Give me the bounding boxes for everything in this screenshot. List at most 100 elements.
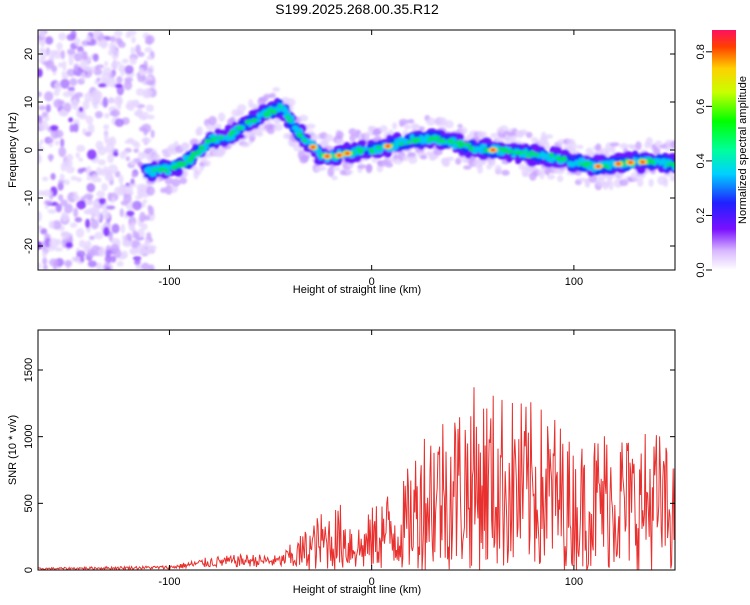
spectrogram-cell xyxy=(516,150,524,155)
spectrogram-cell xyxy=(118,174,124,184)
spectrogram-cell xyxy=(125,32,132,39)
spectrogram-cell xyxy=(117,104,122,110)
spectrogram-cell xyxy=(102,226,110,237)
spectrogram-cell xyxy=(64,203,74,214)
spectrogram-cell xyxy=(179,177,188,185)
spectrogram-cell xyxy=(587,161,592,166)
spectrogram-cell xyxy=(78,106,84,113)
spectrogram-peak xyxy=(640,160,645,164)
spectrogram-cell xyxy=(130,159,136,166)
spectrogram-cell xyxy=(67,86,76,91)
spectrogram-cell xyxy=(547,174,556,180)
spectrogram-cell xyxy=(296,133,304,138)
spectrogram-cell xyxy=(357,164,367,169)
spectrogram-cell xyxy=(100,72,111,84)
spectrogram-cell xyxy=(62,60,67,71)
spectrogram-cell xyxy=(563,157,568,162)
spectrogram-cell xyxy=(229,130,237,135)
spectrogram-cell xyxy=(134,232,140,240)
spectrogram-cell xyxy=(435,135,441,139)
spectrogram-cell xyxy=(54,81,62,93)
spectrogram-cell xyxy=(365,163,373,174)
spectrogram-cell xyxy=(98,197,107,205)
spectrogram-cell xyxy=(70,175,78,181)
spectrogram-cell xyxy=(84,209,91,215)
spectrogram-cell xyxy=(110,244,120,253)
spectrogram-cell xyxy=(77,46,84,54)
spectrogram-cell xyxy=(415,138,422,142)
spectrogram-cell xyxy=(110,61,118,70)
spectrogram-cell xyxy=(146,232,152,240)
spectrogram-cell xyxy=(135,44,141,55)
spectrogram-cell xyxy=(132,200,142,211)
spectrogram-cell xyxy=(460,142,467,146)
spectrogram-cell xyxy=(331,175,338,181)
spectrogram-cell xyxy=(142,199,148,204)
spectrogram-cell xyxy=(39,30,45,38)
spectrogram-cell xyxy=(65,166,75,174)
spectrogram-cell xyxy=(67,48,76,55)
spectrogram-cell xyxy=(478,150,486,154)
spectrogram-cell xyxy=(568,141,577,151)
spectrogram-cell xyxy=(477,164,483,174)
spectrogram-cell xyxy=(139,69,146,76)
spectrogram-cell xyxy=(301,138,308,143)
spectrogram-y-tick-label: 20 xyxy=(23,48,35,60)
spectrogram-y-tick-label: 0 xyxy=(23,147,35,153)
spectrogram-cell xyxy=(135,195,143,200)
spectrogram-peak xyxy=(595,164,601,168)
colorbar-tick-label: 0.2 xyxy=(695,208,707,223)
spectrogram-cell xyxy=(609,142,620,147)
spectrogram-cell xyxy=(63,159,73,168)
spectrogram-cell xyxy=(94,231,104,240)
spectrogram-cell xyxy=(96,262,103,270)
spectrogram-cell xyxy=(65,153,74,162)
spectrogram-cell xyxy=(140,223,148,231)
spectrogram-cell xyxy=(218,135,224,140)
spectrogram-cell xyxy=(113,83,123,88)
spectrogram-image xyxy=(38,30,675,270)
spectrogram-cell xyxy=(543,153,551,158)
spectrogram-cell xyxy=(45,47,50,56)
spectrogram-cell xyxy=(196,126,204,136)
spectrogram-cell xyxy=(39,47,45,53)
spectrogram-cell xyxy=(597,174,607,181)
spectrogram-cell xyxy=(84,131,92,137)
spectrogram-cell xyxy=(529,150,535,155)
spectrogram-cell xyxy=(465,143,472,147)
spectrogram-peak xyxy=(310,145,316,149)
spectrogram-cell xyxy=(286,119,292,123)
spectrogram-cell xyxy=(68,54,74,66)
spectrogram-cell xyxy=(364,131,370,141)
spectrogram-cell xyxy=(50,125,59,132)
spectrogram-cell xyxy=(76,250,86,258)
colorbar-tick-label: 0.4 xyxy=(695,153,707,168)
snr-y-tick-label: 1000 xyxy=(23,424,35,448)
spectrogram-cell xyxy=(139,185,147,193)
spectrogram-cell xyxy=(74,92,84,98)
spectrogram-cell xyxy=(486,163,493,170)
spectrogram-cell xyxy=(124,77,134,82)
spectrogram-cell xyxy=(78,157,84,162)
spectrogram-cell xyxy=(531,137,539,143)
spectrogram-cell xyxy=(119,182,124,193)
spectrogram-cell xyxy=(65,241,73,249)
spectrogram-cell xyxy=(663,177,669,188)
spectrogram-cell xyxy=(171,178,181,187)
spectrogram-cell xyxy=(104,138,114,145)
spectrogram-cell xyxy=(359,148,365,153)
spectrogram-cell xyxy=(217,112,226,122)
spectrogram-cell xyxy=(651,160,656,165)
spectrogram-cell xyxy=(256,132,264,137)
spectrogram-cell xyxy=(433,148,443,156)
spectrogram-cell xyxy=(42,264,48,270)
spectrogram-cell xyxy=(96,77,101,82)
spectrogram-cell xyxy=(501,169,510,176)
spectrogram-cell xyxy=(311,133,318,142)
spectrogram-cell xyxy=(60,138,65,148)
spectrogram-cell xyxy=(69,78,78,86)
spectrogram-cell xyxy=(298,114,309,122)
spectrogram-cell xyxy=(60,78,70,89)
spectrogram-cell xyxy=(58,110,69,117)
